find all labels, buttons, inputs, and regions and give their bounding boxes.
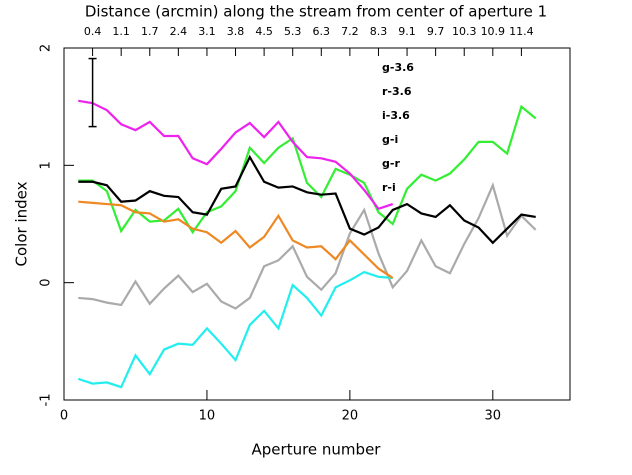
plot-frame [63, 47, 571, 401]
x2-tick-label: 9.7 [427, 25, 445, 38]
x2-tick-label: 7.2 [341, 25, 359, 38]
legend-label: r-3.6 [382, 85, 412, 98]
legend-label: r-i [382, 181, 396, 194]
data-line [77, 270, 393, 389]
x2-tick-label: 5.3 [284, 25, 302, 38]
legend-label: i-3.6 [382, 109, 410, 122]
x2-axis-label: Distance (arcmin) along the stream from … [85, 3, 547, 21]
x-axis-label: Aperture number [252, 441, 382, 459]
y-tick-label: 0 [39, 279, 54, 287]
x2-tick-label: 4.5 [255, 25, 273, 38]
x2-tick-label: 1.1 [112, 25, 130, 38]
x2-tick-label: 10.3 [452, 25, 477, 38]
y-axis-label: Color index [13, 181, 31, 266]
x2-tick-label: 6.3 [313, 25, 331, 38]
data-line [78, 154, 536, 245]
y-tick-label: 2 [39, 44, 54, 52]
x2-tick-label: 3.1 [198, 25, 216, 38]
data-line [78, 104, 537, 235]
legend-label: g-i [382, 133, 398, 146]
x2-tick-label: 11.4 [509, 25, 534, 38]
data-line [78, 99, 394, 211]
x2-tick-label: 3.8 [227, 25, 245, 38]
x-tick-label: 0 [60, 409, 68, 424]
x2-tick-label: 10.9 [481, 25, 506, 38]
x-tick-label: 10 [199, 409, 216, 424]
y-tick-label: 1 [39, 161, 54, 169]
x-tick-label: 20 [342, 409, 359, 424]
x2-tick-label: 2.4 [170, 25, 188, 38]
legend-label: g-3.6 [382, 61, 414, 74]
data-line [78, 200, 394, 279]
x2-tick-label: 9.1 [398, 25, 416, 38]
x2-tick-label: 8.3 [370, 25, 388, 38]
x-tick-label: 30 [485, 409, 502, 424]
data-line [78, 182, 537, 310]
x2-tick-label: 1.7 [141, 25, 159, 38]
legend-label: g-r [382, 157, 400, 170]
x2-tick-label: 0.4 [84, 25, 102, 38]
y-tick-label: -1 [39, 394, 54, 407]
